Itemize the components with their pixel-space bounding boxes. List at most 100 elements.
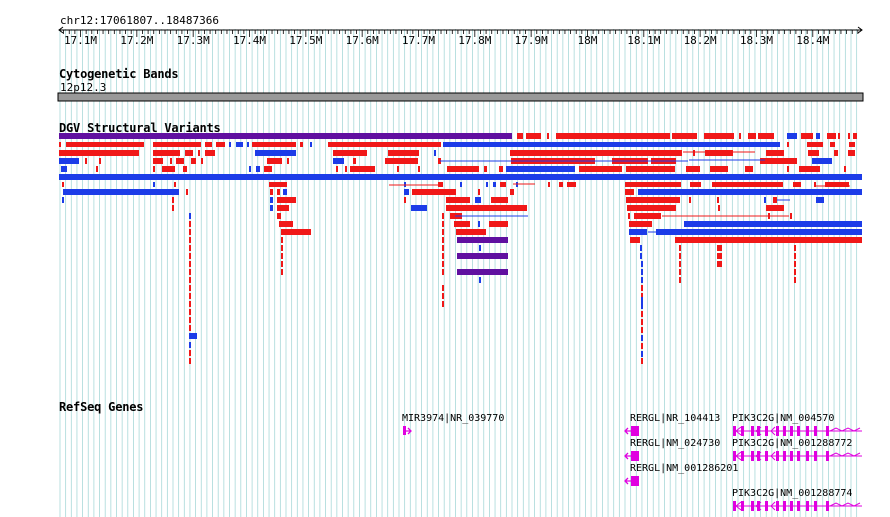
sv-gain-feature[interactable]	[189, 350, 191, 356]
sv-loss-feature[interactable]	[247, 142, 249, 147]
sv-gain-feature[interactable]	[162, 166, 175, 172]
sv-gain-feature[interactable]	[442, 245, 444, 251]
sv-gain-feature[interactable]	[189, 237, 191, 243]
sv-gain-feature[interactable]	[189, 253, 191, 259]
position-ruler[interactable]	[0, 0, 890, 60]
gene-exon[interactable]	[814, 426, 817, 436]
sv-loss-feature[interactable]	[506, 166, 575, 172]
sv-gain-feature[interactable]	[189, 229, 191, 235]
sv-gain-feature[interactable]	[153, 166, 155, 172]
sv-gain-feature[interactable]	[442, 261, 444, 267]
sv-gain-feature[interactable]	[848, 150, 855, 156]
sv-gain-feature[interactable]	[189, 245, 191, 251]
sv-loss-feature[interactable]	[249, 166, 251, 172]
sv-gain-feature[interactable]	[281, 245, 283, 251]
gene-exon[interactable]	[757, 501, 760, 511]
sv-gain-feature[interactable]	[216, 142, 225, 147]
sv-gain-feature[interactable]	[277, 189, 280, 195]
sv-gain-feature[interactable]	[705, 150, 733, 156]
sv-loss-feature[interactable]	[486, 182, 488, 187]
sv-gain-feature[interactable]	[625, 182, 681, 187]
sv-gain-feature[interactable]	[499, 166, 503, 172]
sv-gain-feature[interactable]	[717, 261, 722, 267]
sv-loss-feature[interactable]	[443, 142, 780, 147]
sv-gain-feature[interactable]	[96, 166, 98, 172]
sv-gain-feature[interactable]	[844, 166, 846, 172]
gene-exon[interactable]	[751, 426, 754, 436]
sv-loss-feature[interactable]	[640, 253, 642, 259]
gene-exon[interactable]	[765, 451, 768, 461]
gene-exon[interactable]	[783, 426, 786, 436]
sv-gain-feature[interactable]	[442, 229, 444, 235]
gene-exon[interactable]	[826, 426, 829, 436]
sv-loss-feature[interactable]	[270, 197, 273, 203]
sv-gain-feature[interactable]	[438, 182, 443, 187]
sv-gain-feature[interactable]	[252, 142, 296, 147]
sv-loss-feature[interactable]	[333, 158, 344, 164]
sv-loss-feature[interactable]	[638, 189, 862, 195]
gene-rergl[interactable]	[631, 451, 639, 461]
sv-gain-feature[interactable]	[183, 166, 187, 172]
gene-exon[interactable]	[797, 451, 800, 461]
sv-gain-feature[interactable]	[807, 142, 823, 147]
sv-gain-feature[interactable]	[189, 325, 191, 331]
sv-gain-loss-feature[interactable]	[457, 269, 508, 275]
sv-gain-feature[interactable]	[66, 142, 144, 147]
sv-gain-feature[interactable]	[717, 253, 722, 259]
sv-loss-feature[interactable]	[434, 150, 436, 156]
sv-gain-feature[interactable]	[456, 229, 486, 235]
sv-gain-feature[interactable]	[814, 182, 816, 187]
sv-gain-feature[interactable]	[641, 293, 643, 299]
sv-gain-loss-feature[interactable]	[457, 253, 508, 259]
sv-gain-feature[interactable]	[717, 245, 722, 251]
sv-gain-feature[interactable]	[794, 261, 796, 267]
sv-loss-feature[interactable]	[270, 205, 273, 211]
gene-rergl[interactable]	[631, 426, 639, 436]
sv-loss-feature[interactable]	[189, 342, 191, 348]
gene-exon[interactable]	[741, 501, 744, 511]
sv-gain-feature[interactable]	[760, 158, 797, 164]
sv-gain-feature[interactable]	[766, 205, 784, 211]
sv-loss-feature[interactable]	[189, 333, 197, 339]
sv-gain-feature[interactable]	[794, 253, 796, 259]
sv-gain-feature[interactable]	[679, 245, 681, 251]
sv-loss-feature[interactable]	[641, 277, 643, 283]
sv-gain-feature[interactable]	[739, 133, 741, 139]
sv-gain-feature[interactable]	[748, 133, 756, 139]
sv-gain-feature[interactable]	[189, 358, 191, 364]
sv-loss-feature[interactable]	[236, 142, 243, 147]
cytoband-12p12-3[interactable]	[57, 92, 864, 102]
sv-gain-feature[interactable]	[189, 317, 191, 323]
sv-gain-feature[interactable]	[556, 133, 670, 139]
sv-gain-feature[interactable]	[300, 142, 303, 147]
sv-loss-feature[interactable]	[255, 150, 296, 156]
sv-gain-feature[interactable]	[787, 166, 789, 172]
sv-loss-feature[interactable]	[256, 166, 260, 172]
sv-gain-feature[interactable]	[442, 293, 444, 299]
sv-loss-feature[interactable]	[684, 221, 862, 227]
sv-gain-feature[interactable]	[641, 358, 643, 364]
sv-gain-feature[interactable]	[189, 221, 191, 227]
gene-exon[interactable]	[741, 426, 744, 436]
sv-gain-feature[interactable]	[745, 166, 753, 172]
sv-gain-feature[interactable]	[277, 213, 281, 219]
sv-gain-feature[interactable]	[176, 158, 184, 164]
sv-gain-feature[interactable]	[281, 269, 283, 275]
gene-exon[interactable]	[776, 501, 779, 511]
sv-gain-feature[interactable]	[442, 285, 444, 291]
sv-gain-feature[interactable]	[442, 221, 444, 227]
sv-gain-feature[interactable]	[277, 197, 296, 203]
sv-gain-feature[interactable]	[59, 142, 61, 147]
gene-exon[interactable]	[783, 451, 786, 461]
sv-gain-feature[interactable]	[446, 205, 527, 211]
sv-gain-feature[interactable]	[799, 166, 820, 172]
sv-gain-feature[interactable]	[191, 158, 196, 164]
gene-exon[interactable]	[783, 501, 786, 511]
gene-exon[interactable]	[751, 501, 754, 511]
sv-loss-feature[interactable]	[63, 189, 179, 195]
gene-label[interactable]: PIK3C2G|NM_001288774	[732, 488, 853, 499]
sv-gain-feature[interactable]	[641, 285, 643, 291]
sv-gain-feature[interactable]	[559, 182, 563, 187]
sv-loss-feature[interactable]	[310, 142, 312, 147]
sv-gain-feature[interactable]	[350, 166, 375, 172]
